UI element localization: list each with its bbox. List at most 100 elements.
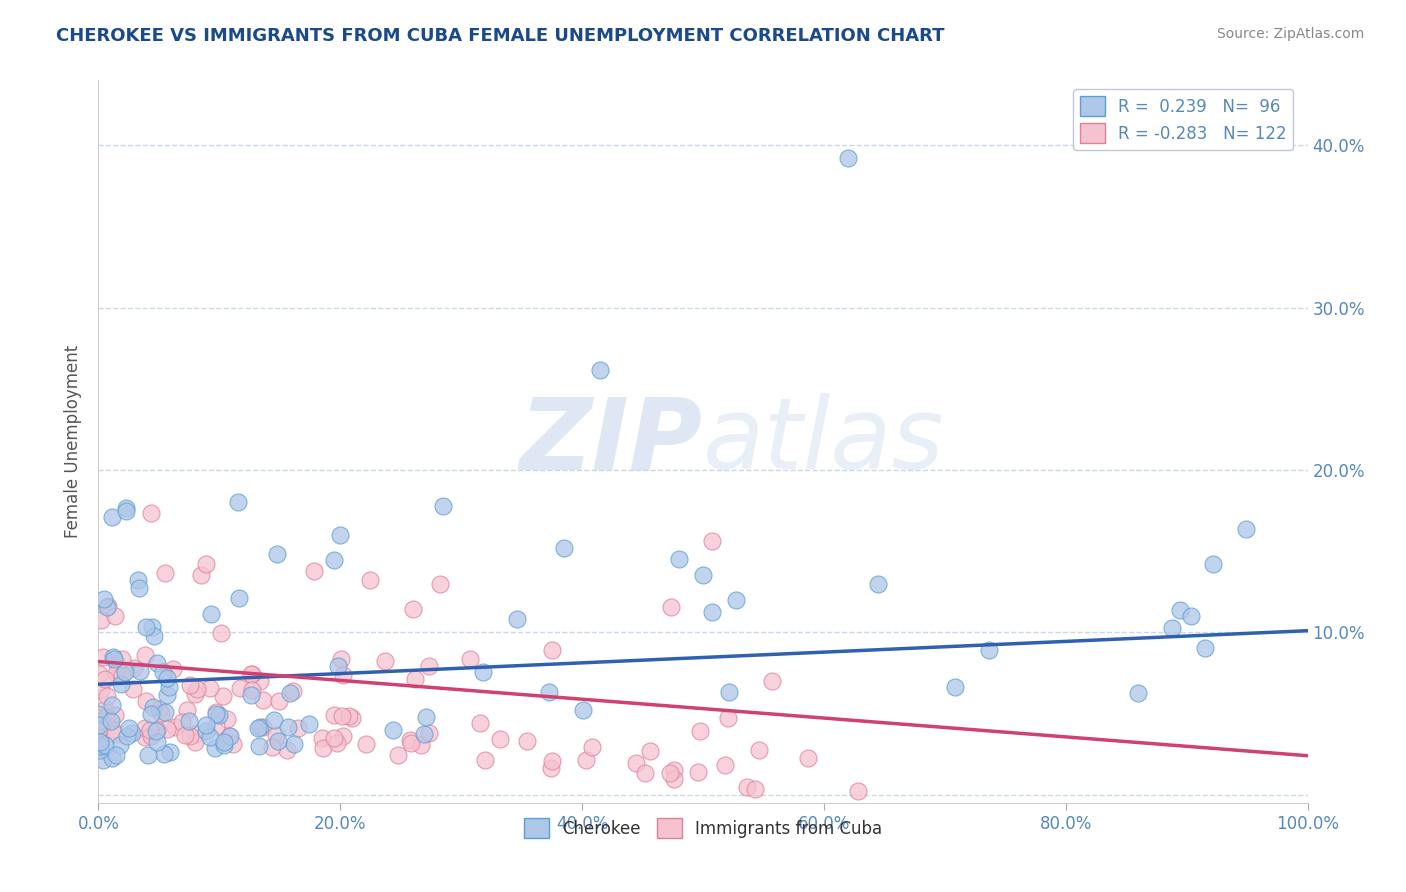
Point [506,612,529,626]
Point [724,593,747,607]
Point [110,668,132,682]
Point [100,714,122,729]
Point [101,751,124,765]
Point [415,710,437,724]
Point [179,678,201,692]
Point [541,754,564,768]
Point [748,742,770,756]
Point [287,721,309,735]
Point [837,151,859,165]
Point [200,607,222,621]
Point [266,548,288,562]
Point [360,574,382,588]
Point [104,665,127,680]
Point [153,747,176,762]
Point [228,591,250,605]
Point [381,723,404,738]
Point [139,707,162,722]
Point [176,703,198,717]
Point [111,651,134,665]
Point [209,626,232,640]
Point [89,725,111,739]
Point [1202,558,1225,572]
Point [104,727,127,741]
Point [157,680,180,694]
Point [110,677,132,691]
Point [278,686,301,700]
Point [195,718,218,732]
Point [411,738,433,752]
Point [139,506,162,520]
Point [418,659,440,673]
Point [354,737,377,751]
Point [134,721,156,735]
Point [141,730,163,744]
Legend: Cherokee, Immigrants from Cuba: Cherokee, Immigrants from Cuba [517,812,889,845]
Point [165,720,187,734]
Point [143,629,166,643]
Point [218,729,240,743]
Point [87,718,110,732]
Point [93,592,115,607]
Point [662,772,685,787]
Point [1161,621,1184,635]
Point [943,680,966,694]
Point [108,738,131,752]
Point [1126,686,1149,700]
Point [276,743,298,757]
Point [374,654,396,668]
Point [640,744,662,758]
Point [329,528,352,542]
Point [340,711,363,725]
Point [540,761,562,775]
Point [624,756,647,770]
Point [198,730,221,744]
Point [177,714,200,728]
Point [1180,609,1202,624]
Point [458,652,481,666]
Point [89,742,111,756]
Point [589,363,612,377]
Point [264,728,287,742]
Point [266,733,288,747]
Point [214,735,236,749]
Point [399,736,422,750]
Point [170,715,193,730]
Point [553,541,575,555]
Point [581,740,603,755]
Point [686,765,709,780]
Point [101,698,124,713]
Text: ZIP: ZIP [520,393,703,490]
Point [222,737,245,751]
Point [474,753,496,767]
Point [239,667,262,681]
Point [134,730,156,744]
Point [247,721,270,735]
Point [702,534,724,549]
Point [212,690,235,704]
Point [90,613,112,627]
Point [156,722,179,736]
Point [322,708,344,723]
Point [96,600,118,615]
Point [94,710,117,724]
Point [541,642,564,657]
Point [186,682,208,697]
Point [149,706,172,721]
Point [90,711,112,725]
Point [146,735,169,749]
Point [281,683,304,698]
Point [263,713,285,727]
Point [218,729,240,743]
Point [153,705,176,719]
Point [668,552,690,566]
Point [121,725,143,739]
Point [101,649,124,664]
Point [94,702,117,716]
Point [332,730,354,744]
Point [744,781,766,796]
Point [252,692,274,706]
Point [173,728,195,742]
Point [418,726,440,740]
Point [128,581,150,595]
